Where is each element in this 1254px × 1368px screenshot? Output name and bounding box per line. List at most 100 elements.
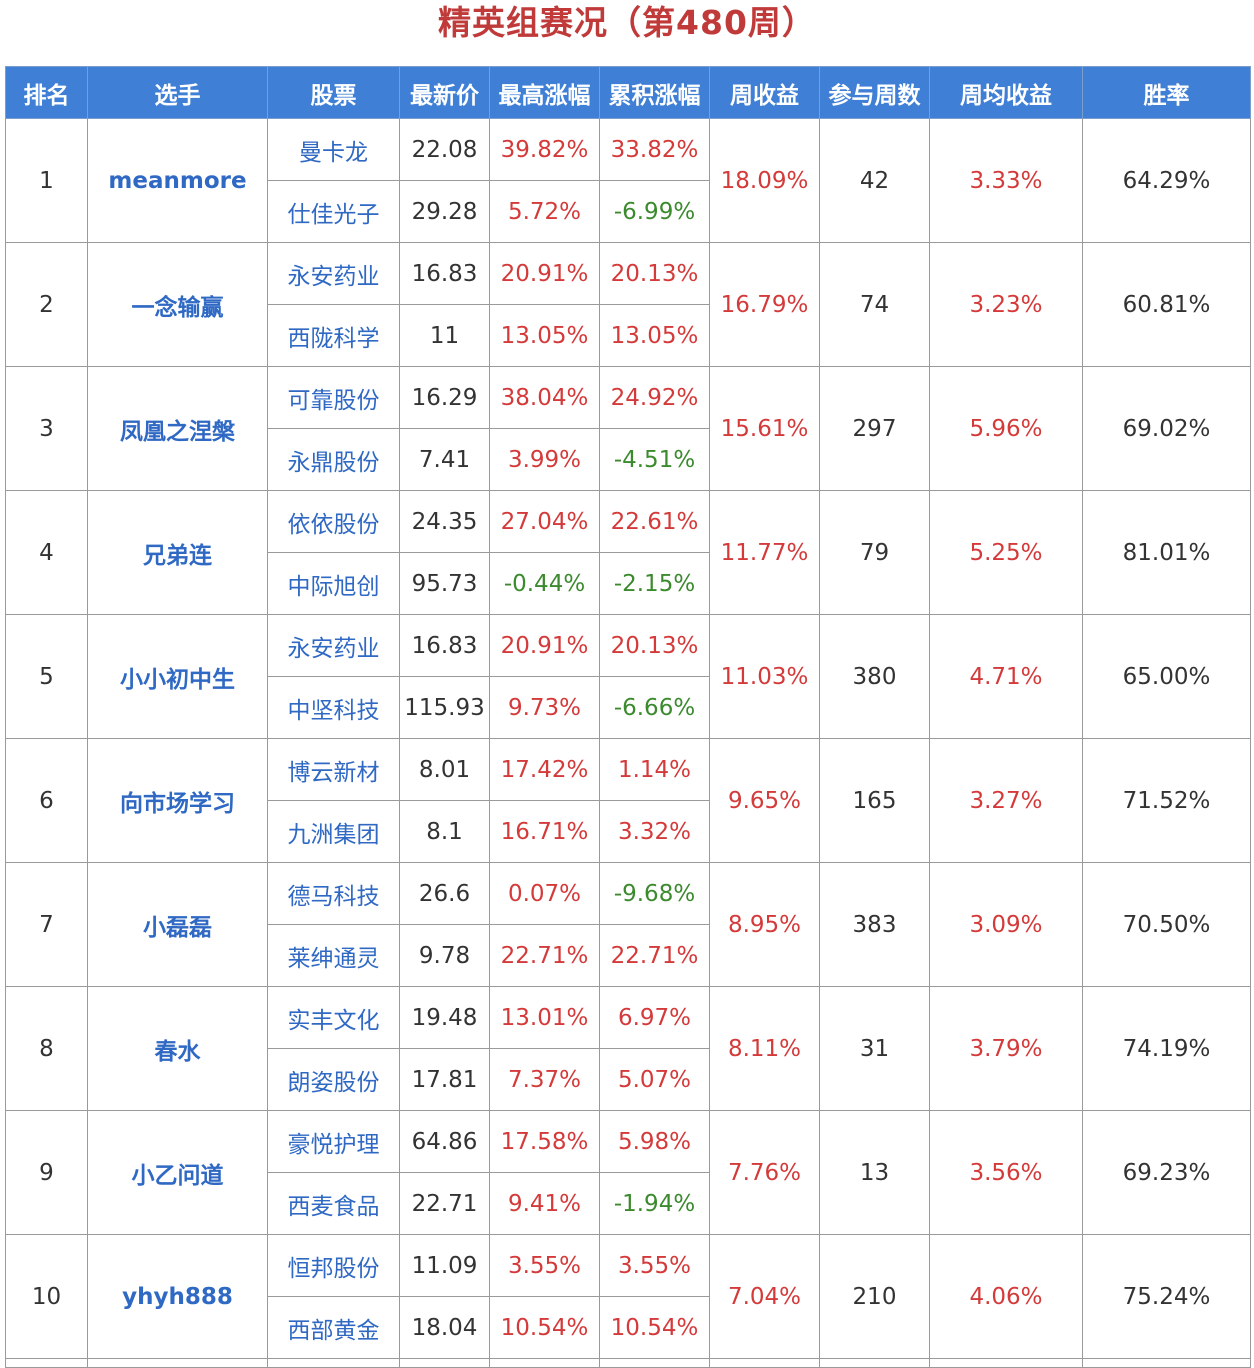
max-gain-cell: 20.91% <box>489 614 600 677</box>
empty-cell <box>267 1358 400 1368</box>
player-link[interactable]: meanmore <box>87 118 268 243</box>
win-rate-cell: 71.52% <box>1082 738 1251 863</box>
stock-link[interactable]: 豪悦护理 <box>267 1110 400 1173</box>
avg-return-cell: 3.79% <box>929 986 1083 1111</box>
stock-link[interactable]: 西陇科学 <box>267 304 400 367</box>
cum-gain-cell: -2.15% <box>599 552 710 615</box>
player-link[interactable]: 凤凰之涅槃 <box>87 366 268 491</box>
cum-gain-cell: -4.51% <box>599 428 710 491</box>
table-row: 莱绅通灵 9.78 22.71% 22.71% <box>6 924 1251 987</box>
avg-return-cell: 3.23% <box>929 242 1083 367</box>
table-row: 中际旭创 95.73 -0.44% -2.15% <box>6 552 1251 615</box>
price-cell: 29.28 <box>399 180 490 243</box>
empty-cell <box>599 1358 710 1368</box>
player-link[interactable]: 一念输赢 <box>87 242 268 367</box>
price-cell: 16.83 <box>399 242 490 305</box>
price-cell: 18.04 <box>399 1296 490 1359</box>
cum-gain-cell: -1.94% <box>599 1172 710 1235</box>
cum-gain-cell: -9.68% <box>599 862 710 925</box>
stock-link[interactable]: 实丰文化 <box>267 986 400 1049</box>
avg-return-cell: 4.06% <box>929 1234 1083 1359</box>
cum-gain-cell: 33.82% <box>599 118 710 181</box>
table-body: 1 meanmore 曼卡龙 22.08 39.82% 33.82% 18.09% 42 3.3… <box>5 118 1251 1368</box>
rank-cell: 4 <box>5 490 88 615</box>
weeks-cell: 297 <box>819 366 930 491</box>
week-return-cell: 18.09% <box>709 118 820 243</box>
stock-link[interactable]: 西麦食品 <box>267 1172 400 1235</box>
stock-link[interactable]: 永鼎股份 <box>267 428 400 491</box>
stock-link[interactable]: 永安药业 <box>267 614 400 677</box>
win-rate-cell: 75.24% <box>1082 1234 1251 1359</box>
player-link[interactable]: 兄弟连 <box>87 490 268 615</box>
stock-link[interactable]: 莱绅通灵 <box>267 924 400 987</box>
player-link[interactable]: 向市场学习 <box>87 738 268 863</box>
cum-gain-cell: 20.13% <box>599 242 710 305</box>
player-link[interactable]: yhyh888 <box>87 1234 268 1359</box>
header-player: 选手 <box>87 66 268 119</box>
table-row: 永鼎股份 7.41 3.99% -4.51% <box>6 428 1251 491</box>
stock-link[interactable]: 博云新材 <box>267 738 400 801</box>
max-gain-cell: 3.55% <box>489 1234 600 1297</box>
rank-cell: 8 <box>5 986 88 1111</box>
header-win-rate: 胜率 <box>1082 66 1251 119</box>
player-link[interactable]: 小乙问道 <box>87 1110 268 1235</box>
header-price: 最新价 <box>399 66 490 119</box>
cum-gain-cell: 24.92% <box>599 366 710 429</box>
stock-link[interactable]: 西部黄金 <box>267 1296 400 1359</box>
stock-link[interactable]: 恒邦股份 <box>267 1234 400 1297</box>
price-cell: 26.6 <box>399 862 490 925</box>
player-link[interactable]: 小磊磊 <box>87 862 268 987</box>
player-link[interactable]: 春水 <box>87 986 268 1111</box>
win-rate-cell: 81.01% <box>1082 490 1251 615</box>
max-gain-cell: 16.71% <box>489 800 600 863</box>
rank-cell: 10 <box>5 1234 88 1359</box>
stock-link[interactable]: 可靠股份 <box>267 366 400 429</box>
weeks-cell: 74 <box>819 242 930 367</box>
stock-link[interactable]: 中坚科技 <box>267 676 400 739</box>
empty-cell <box>399 1358 490 1368</box>
cum-gain-cell: 13.05% <box>599 304 710 367</box>
cum-gain-cell: 3.55% <box>599 1234 710 1297</box>
cum-gain-cell: 22.61% <box>599 490 710 553</box>
stock-link[interactable]: 永安药业 <box>267 242 400 305</box>
max-gain-cell: 27.04% <box>489 490 600 553</box>
max-gain-cell: 7.37% <box>489 1048 600 1111</box>
table-row: 10 yhyh888 恒邦股份 11.09 3.55% 3.55% 7.04% 210 4.06… <box>5 1234 1251 1359</box>
max-gain-cell: -0.44% <box>489 552 600 615</box>
weeks-cell: 42 <box>819 118 930 243</box>
empty-cell <box>1082 1358 1251 1368</box>
empty-cell <box>819 1358 930 1368</box>
avg-return-cell: 4.71% <box>929 614 1083 739</box>
table-row: 4 兄弟连 依依股份 24.35 27.04% 22.61% 11.77% 79 5.25% 81… <box>5 490 1251 615</box>
rank-cell: 3 <box>5 366 88 491</box>
empty-cell <box>5 1358 88 1368</box>
cum-gain-cell: 10.54% <box>599 1296 710 1359</box>
avg-return-cell: 3.27% <box>929 738 1083 863</box>
price-cell: 16.29 <box>399 366 490 429</box>
empty-cell <box>87 1358 268 1368</box>
stock-link[interactable]: 德马科技 <box>267 862 400 925</box>
avg-return-cell: 5.96% <box>929 366 1083 491</box>
player-link[interactable]: 小小初中生 <box>87 614 268 739</box>
stock-link[interactable]: 朗姿股份 <box>267 1048 400 1111</box>
cum-gain-cell: 22.71% <box>599 924 710 987</box>
stock-link[interactable]: 九洲集团 <box>267 800 400 863</box>
max-gain-cell: 5.72% <box>489 180 600 243</box>
stock-link[interactable]: 仕佳光子 <box>267 180 400 243</box>
price-cell: 9.78 <box>399 924 490 987</box>
table-row: 2 一念输赢 永安药业 16.83 20.91% 20.13% 16.79% 74 3.23% 6… <box>5 242 1251 367</box>
weeks-cell: 210 <box>819 1234 930 1359</box>
stock-link[interactable]: 依依股份 <box>267 490 400 553</box>
rank-cell: 6 <box>5 738 88 863</box>
table-row: 西麦食品 22.71 9.41% -1.94% <box>6 1172 1251 1235</box>
header-cum-gain: 累积涨幅 <box>599 66 710 119</box>
max-gain-cell: 10.54% <box>489 1296 600 1359</box>
table-row: 西陇科学 11 13.05% 13.05% <box>6 304 1251 367</box>
cum-gain-cell: 1.14% <box>599 738 710 801</box>
table-row-cut <box>5 1358 1251 1368</box>
cum-gain-cell: -6.99% <box>599 180 710 243</box>
cum-gain-cell: 3.32% <box>599 800 710 863</box>
stock-link[interactable]: 曼卡龙 <box>267 118 400 181</box>
empty-cell <box>929 1358 1083 1368</box>
stock-link[interactable]: 中际旭创 <box>267 552 400 615</box>
